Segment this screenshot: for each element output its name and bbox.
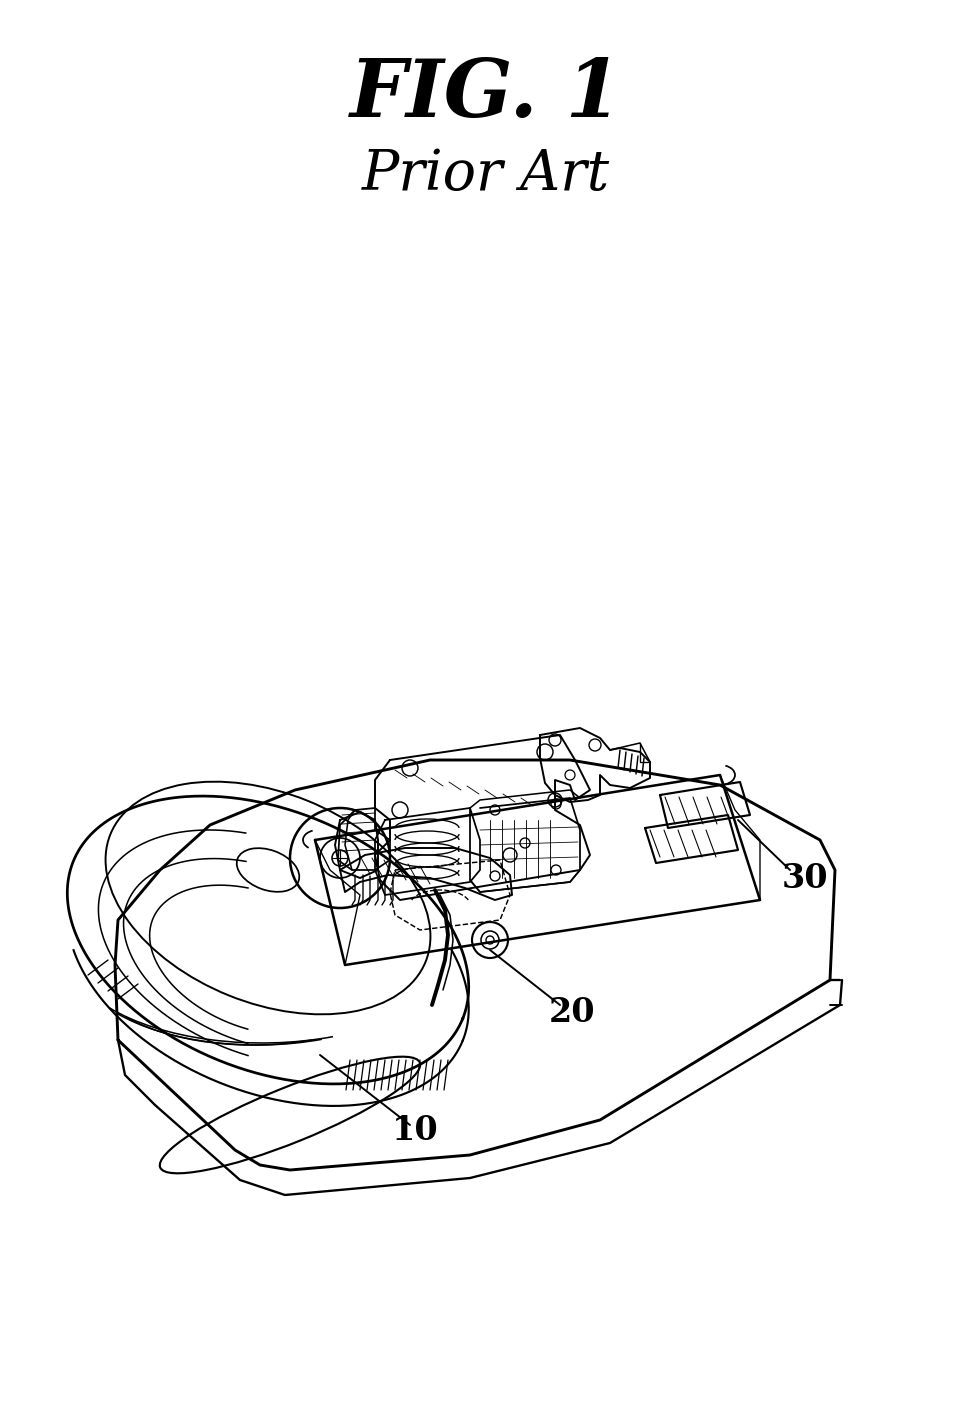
Text: 10: 10	[391, 1113, 439, 1147]
Text: 20: 20	[549, 996, 595, 1029]
Text: Prior Art: Prior Art	[362, 148, 610, 202]
Text: FIG. 1: FIG. 1	[349, 56, 623, 134]
Text: 30: 30	[781, 862, 828, 895]
